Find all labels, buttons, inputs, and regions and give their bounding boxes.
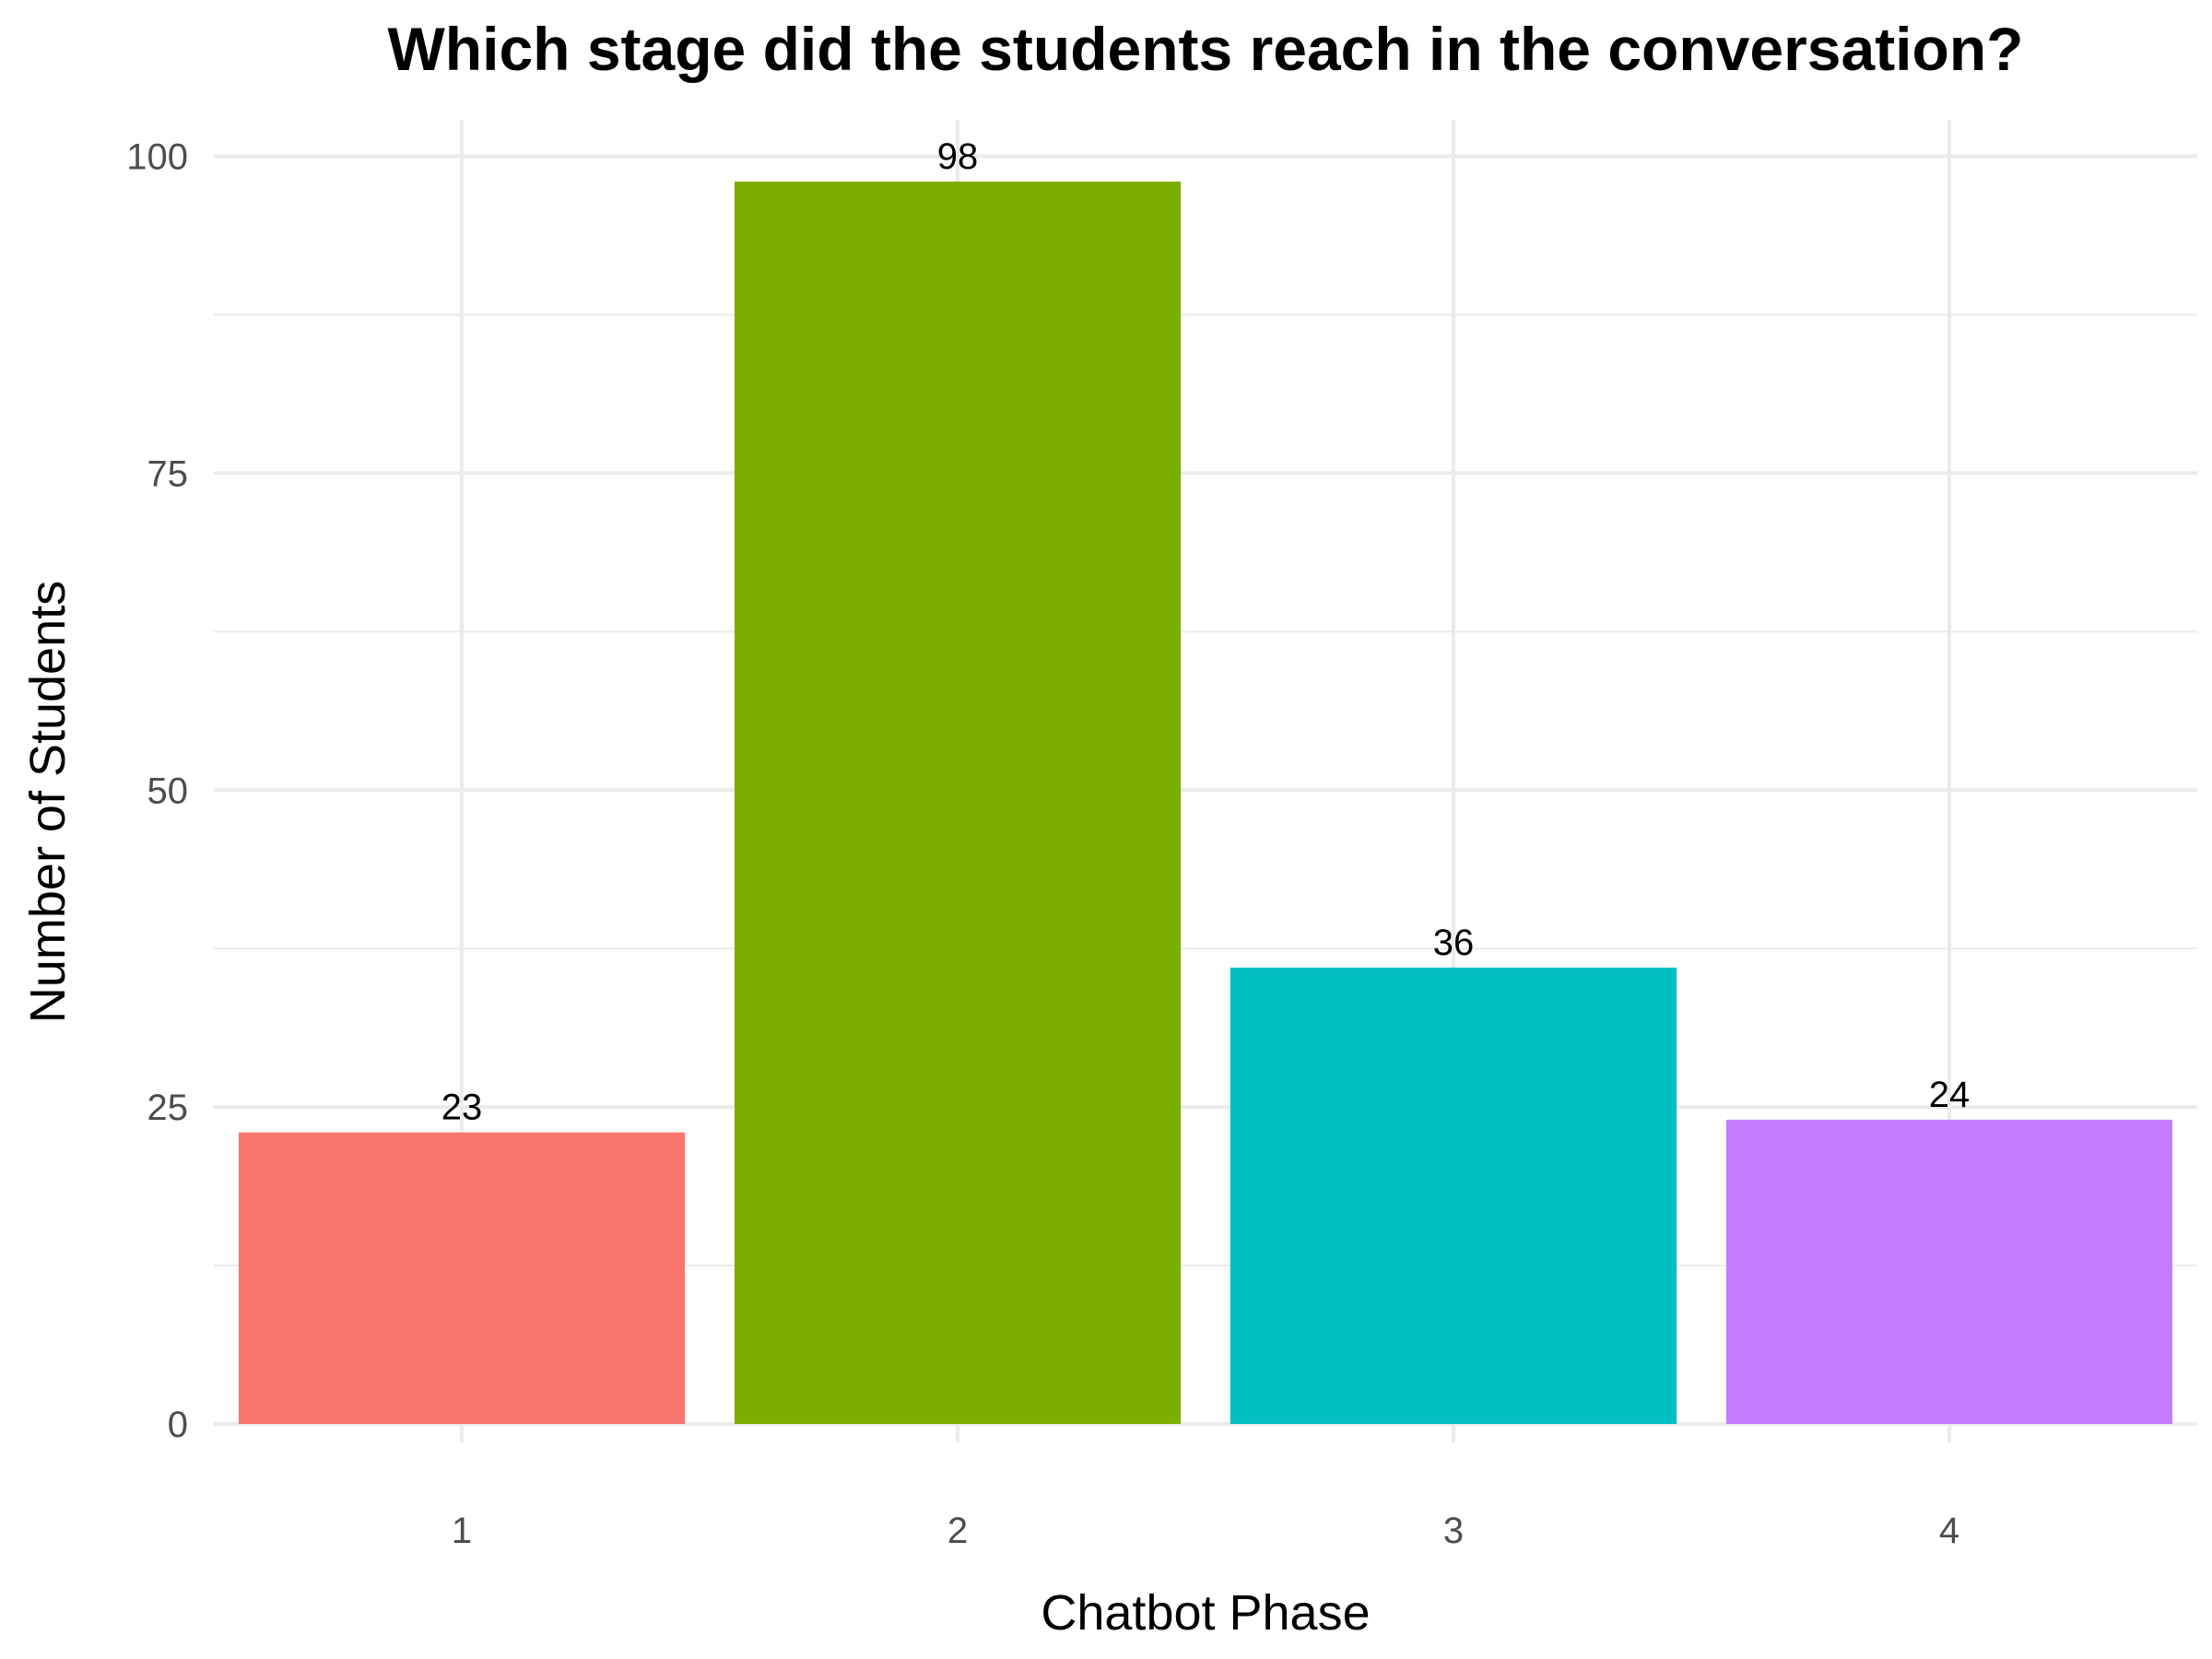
x-tick-label: 1 bbox=[452, 1511, 472, 1551]
data-labels: 23 98 36 24 bbox=[441, 136, 1971, 1128]
data-label-4: 24 bbox=[1929, 1075, 1971, 1115]
bar-3 bbox=[1230, 967, 1677, 1424]
bar-4 bbox=[1725, 1119, 2173, 1424]
bars bbox=[238, 182, 2173, 1424]
data-label-3: 36 bbox=[1433, 923, 1475, 963]
y-tick-label: 0 bbox=[168, 1405, 188, 1445]
bar-1 bbox=[238, 1132, 686, 1424]
x-axis-ticks: 1 2 3 4 bbox=[452, 1511, 1959, 1551]
x-axis-label: Chatbot Phase bbox=[1041, 1585, 1370, 1641]
y-tick-label: 75 bbox=[147, 453, 189, 494]
y-tick-label: 100 bbox=[126, 137, 188, 178]
bar-2 bbox=[734, 182, 1182, 1424]
y-axis-ticks: 0 25 50 75 100 bbox=[126, 137, 188, 1446]
x-tick-label: 3 bbox=[1443, 1511, 1464, 1551]
data-label-2: 98 bbox=[937, 136, 979, 177]
y-tick-label: 25 bbox=[147, 1088, 189, 1128]
x-tick-label: 2 bbox=[947, 1511, 968, 1551]
data-label-1: 23 bbox=[441, 1088, 483, 1128]
chart-title: Which stage did the students reach in th… bbox=[388, 15, 2024, 83]
y-tick-label: 50 bbox=[147, 771, 189, 811]
y-axis-label: Number of Students bbox=[20, 581, 76, 1023]
x-tick-label: 4 bbox=[1939, 1511, 1959, 1551]
